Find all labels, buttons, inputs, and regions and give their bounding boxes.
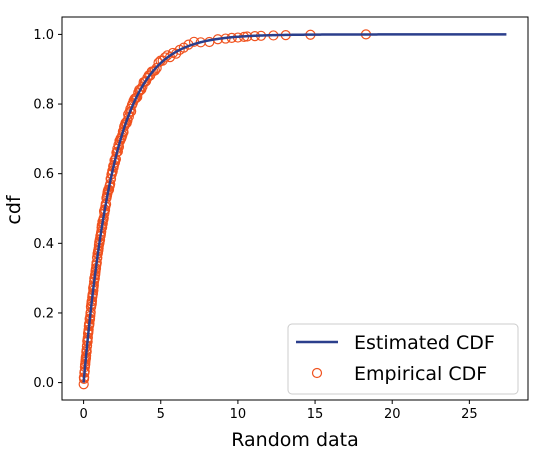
- x-tick-label: 25: [461, 407, 478, 422]
- y-tick-label: 0.8: [33, 98, 54, 113]
- x-axis: 0 5 10 15 20 25: [79, 400, 478, 422]
- axes-frame: [61, 16, 529, 401]
- empirical-cdf-series: [78, 29, 372, 390]
- empirical-cdf-point: [132, 91, 143, 103]
- legend-box: [287, 323, 519, 395]
- y-axis: 0.0 0.2 0.4 0.6 0.8 1.0: [33, 28, 62, 391]
- x-tick-label: 5: [157, 407, 165, 422]
- plot-area: [78, 29, 507, 390]
- legend-marker-swatch: [311, 367, 323, 379]
- x-tick-label: 15: [307, 407, 324, 422]
- y-tick-label: 0.4: [33, 237, 54, 252]
- x-axis-label: Random data: [231, 429, 359, 451]
- y-tick-label: 0.2: [33, 306, 54, 321]
- y-axis-label: cdf: [3, 194, 25, 225]
- x-tick-label: 0: [79, 407, 87, 422]
- estimated-cdf-line: [82, 33, 507, 383]
- x-tick-label: 20: [384, 407, 401, 422]
- y-tick-label: 0.6: [33, 167, 54, 182]
- legend-entry-empirical-cdf: Empirical CDF: [354, 363, 487, 385]
- x-tick-label: 10: [230, 407, 247, 422]
- y-tick-label: 0.0: [33, 376, 54, 391]
- legend: Estimated CDF Empirical CDF: [287, 323, 519, 395]
- legend-entry-estimated-cdf: Estimated CDF: [354, 332, 495, 354]
- y-tick-label: 1.0: [33, 28, 54, 43]
